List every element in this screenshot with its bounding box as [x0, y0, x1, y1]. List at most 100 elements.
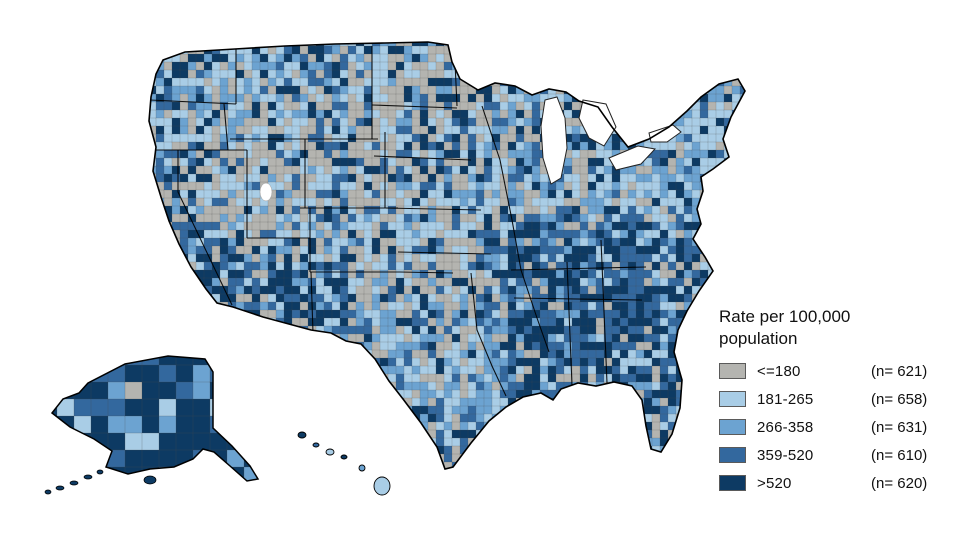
- county: [515, 301, 525, 311]
- county: [475, 309, 485, 319]
- county: [659, 205, 669, 215]
- county: [587, 309, 597, 319]
- county: [459, 149, 469, 159]
- county: [339, 309, 349, 319]
- county: [531, 429, 541, 439]
- county: [539, 429, 549, 439]
- county: [315, 213, 325, 223]
- county: [539, 397, 549, 407]
- county: [283, 293, 293, 303]
- county: [403, 69, 413, 79]
- county: [315, 421, 325, 431]
- county: [179, 277, 189, 287]
- county: [443, 149, 453, 159]
- county: [643, 317, 653, 327]
- county: [211, 309, 221, 319]
- county: [195, 285, 205, 295]
- county: [275, 197, 285, 207]
- county: [643, 453, 653, 463]
- county: [748, 102, 756, 110]
- county: [179, 165, 189, 175]
- county: [163, 237, 173, 247]
- county: [507, 325, 517, 335]
- county: [515, 437, 525, 447]
- county: [748, 134, 756, 142]
- county: [323, 61, 333, 71]
- county: [707, 101, 717, 111]
- county: [491, 205, 501, 215]
- county: [707, 221, 717, 231]
- county: [651, 165, 661, 175]
- county: [491, 237, 501, 247]
- borough: [52, 356, 58, 366]
- county: [171, 245, 181, 255]
- county: [531, 397, 541, 407]
- county: [227, 317, 237, 327]
- county: [379, 413, 389, 423]
- county: [179, 341, 189, 351]
- county: [667, 53, 677, 63]
- county: [291, 53, 301, 63]
- county: [675, 293, 685, 303]
- county: [411, 453, 421, 463]
- county: [475, 189, 485, 199]
- county: [149, 181, 157, 191]
- county: [643, 253, 653, 263]
- legend-range-label: 266-358: [757, 418, 814, 436]
- county: [227, 197, 237, 207]
- county: [651, 421, 661, 431]
- county: [467, 253, 477, 263]
- county: [659, 85, 669, 95]
- county: [643, 269, 653, 279]
- county: [491, 53, 501, 63]
- county: [275, 141, 285, 151]
- borough: [142, 484, 159, 501]
- county: [371, 309, 381, 319]
- county: [411, 285, 421, 295]
- county: [219, 389, 229, 399]
- county: [507, 349, 517, 359]
- county: [571, 141, 581, 151]
- county: [691, 141, 701, 151]
- county: [571, 309, 581, 319]
- county: [707, 325, 717, 335]
- county: [443, 85, 453, 95]
- county: [507, 125, 517, 135]
- county: [379, 165, 389, 175]
- county: [427, 261, 437, 271]
- county: [443, 341, 453, 351]
- county: [691, 333, 701, 343]
- county: [307, 53, 317, 63]
- county: [347, 301, 357, 311]
- county: [307, 109, 317, 119]
- county: [731, 269, 741, 279]
- county: [459, 301, 469, 311]
- county: [267, 333, 277, 343]
- county: [195, 85, 205, 95]
- county: [675, 429, 685, 439]
- county: [323, 285, 333, 295]
- county: [667, 213, 677, 223]
- county: [267, 309, 277, 319]
- county: [419, 357, 429, 367]
- county: [235, 349, 245, 359]
- county: [531, 69, 541, 79]
- county: [587, 269, 597, 279]
- county: [675, 181, 685, 191]
- county: [227, 173, 237, 183]
- county: [531, 189, 541, 199]
- county: [643, 213, 653, 223]
- borough: [73, 356, 92, 366]
- county: [587, 413, 597, 423]
- county: [403, 445, 413, 455]
- county: [427, 85, 437, 95]
- county: [140, 94, 148, 102]
- county: [163, 109, 173, 119]
- county: [595, 197, 605, 207]
- county: [355, 189, 365, 199]
- county: [587, 42, 597, 47]
- county: [140, 342, 148, 350]
- county: [539, 69, 549, 79]
- county: [571, 197, 581, 207]
- county: [451, 365, 461, 375]
